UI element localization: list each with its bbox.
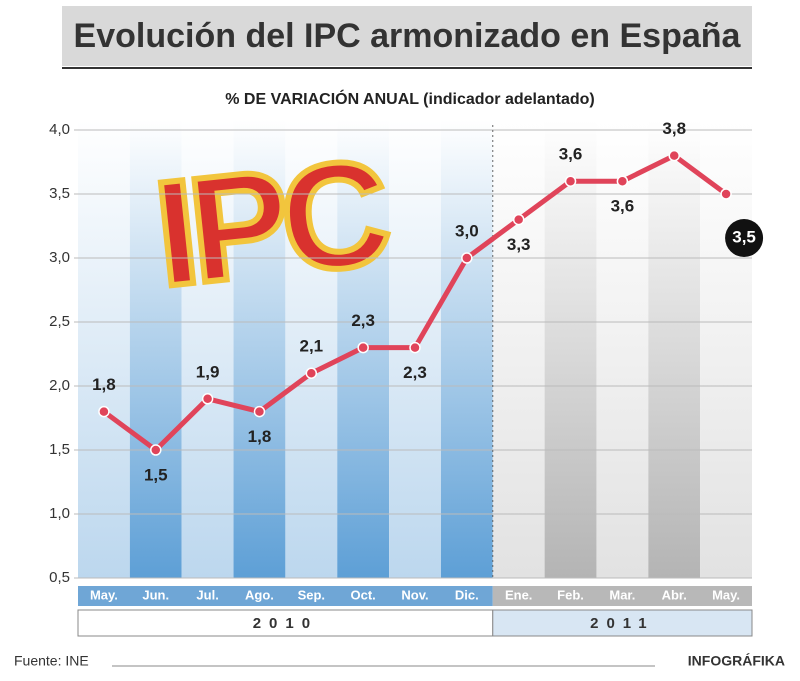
chart-subtitle: % DE VARIACIÓN ANUAL (indicador adelanta… xyxy=(225,89,595,108)
month-strip xyxy=(492,586,752,606)
y-tick-label: 3,5 xyxy=(49,185,70,202)
x-tick-label: Mar. xyxy=(609,587,635,602)
x-tick-label: Jul. xyxy=(196,587,218,602)
column-bg xyxy=(492,120,545,578)
column-bg xyxy=(78,120,130,578)
data-label: 3,0 xyxy=(455,221,479,240)
marker xyxy=(357,341,369,354)
data-label: 1,8 xyxy=(92,375,116,394)
y-tick-label: 3,0 xyxy=(49,249,70,266)
marker xyxy=(564,175,577,187)
y-tick-label: 1,0 xyxy=(49,505,70,522)
y-tick-label: 2,0 xyxy=(49,377,70,394)
column-bg xyxy=(285,120,338,578)
x-tick-label: Jun. xyxy=(142,587,169,602)
column-bg xyxy=(544,120,597,578)
data-label: 2,1 xyxy=(299,337,323,356)
marker xyxy=(409,341,421,354)
data-label: 3,6 xyxy=(611,197,635,216)
x-tick-label: Abr. xyxy=(662,587,687,602)
x-tick-label: May. xyxy=(90,587,118,602)
marker xyxy=(201,393,214,405)
marker xyxy=(150,444,162,456)
data-label: 1,9 xyxy=(196,362,220,381)
y-tick-label: 4,0 xyxy=(49,121,70,138)
x-tick-label: Ago. xyxy=(245,587,274,602)
marker xyxy=(305,367,318,379)
label-badge xyxy=(725,219,764,257)
data-label: 2,3 xyxy=(403,363,427,382)
column-bg xyxy=(129,120,182,578)
column-bg xyxy=(440,120,493,578)
marker xyxy=(512,213,525,226)
marker xyxy=(253,405,266,418)
marker xyxy=(98,405,110,418)
x-tick-label: Oct. xyxy=(351,587,376,602)
column-bg xyxy=(596,120,649,578)
marker xyxy=(720,188,732,200)
column-bg xyxy=(181,120,234,578)
marker xyxy=(616,175,629,187)
year-label: 2011 xyxy=(590,615,655,632)
x-tick-label: May. xyxy=(712,587,740,602)
data-label: 1,5 xyxy=(144,465,168,484)
x-tick-label: Dic. xyxy=(455,587,479,602)
y-tick-label: 2,5 xyxy=(49,313,70,330)
data-label: 3,6 xyxy=(559,145,583,164)
credit: INFOGRÁFIKA xyxy=(688,653,785,669)
data-label: 3,3 xyxy=(507,235,531,254)
data-label: 2,3 xyxy=(351,311,375,330)
column-bg xyxy=(233,120,286,578)
x-tick-label: Nov. xyxy=(401,587,428,602)
column-bg xyxy=(648,120,701,578)
logo: IPC xyxy=(148,127,395,318)
source: Fuente: INE xyxy=(14,653,89,669)
x-tick-label: Sep. xyxy=(298,587,325,602)
marker xyxy=(668,149,680,162)
marker xyxy=(461,252,473,264)
data-label: 3,5 xyxy=(732,227,756,246)
y-tick-label: 1,5 xyxy=(49,441,70,458)
year-strip xyxy=(77,609,494,637)
chart-title: Evolución del IPC armonizado en España xyxy=(74,17,742,55)
year-label: 2010 xyxy=(253,615,318,632)
title-band xyxy=(62,6,752,66)
y-tick-label: 0,5 xyxy=(49,569,70,586)
x-tick-label: Ene. xyxy=(505,587,532,602)
data-label: 1,8 xyxy=(248,427,272,446)
data-label: 3,8 xyxy=(662,119,686,138)
month-strip xyxy=(78,586,493,606)
x-tick-label: Feb. xyxy=(557,587,584,602)
year-strip xyxy=(492,609,753,637)
